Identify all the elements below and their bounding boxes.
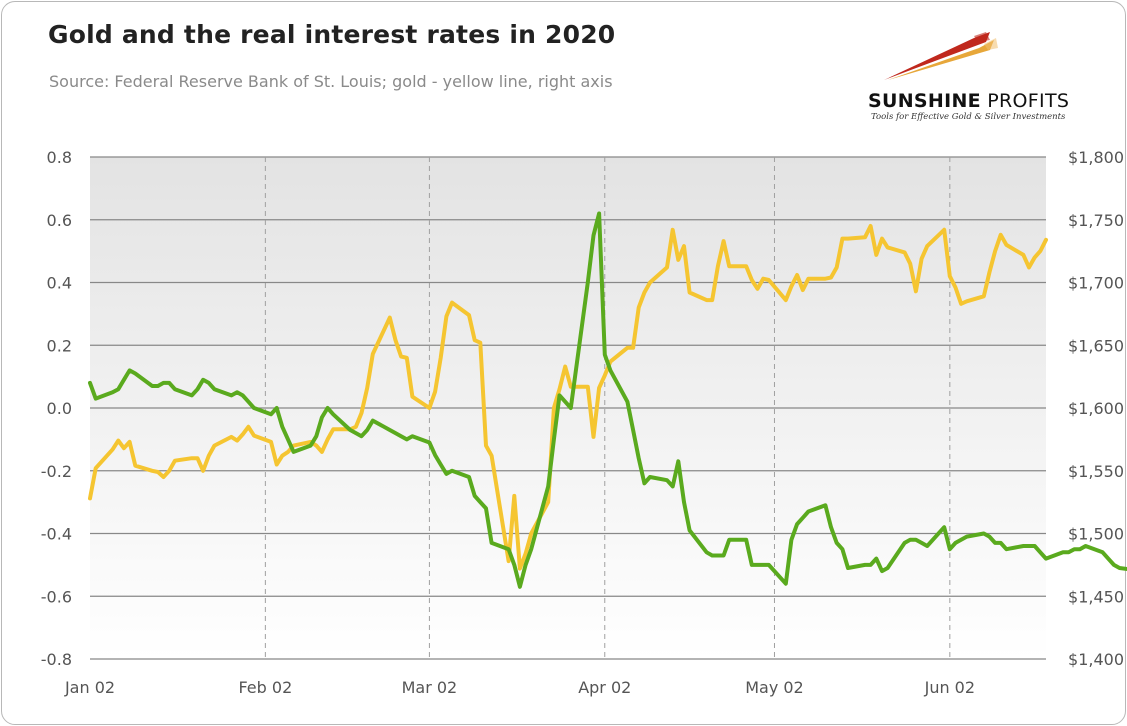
swoosh-icon [884, 32, 998, 80]
x-axis-tick: Feb 02 [238, 678, 292, 697]
right-axis-tick: $1,800 [1068, 148, 1124, 167]
x-axis-tick: Apr 02 [578, 678, 631, 697]
chart-subtitle: Source: Federal Reserve Bank of St. Loui… [49, 72, 613, 91]
left-axis-tick: -0.8 [41, 650, 72, 669]
vertical-gridlines [264, 157, 951, 659]
right-axis-tick: $1,650 [1068, 336, 1124, 355]
right-axis-tick: $1,750 [1068, 211, 1124, 230]
logo-brand: SUNSHINE PROFITS [868, 90, 1070, 112]
left-axis-tick: 0.8 [47, 148, 72, 167]
x-axis-tick: May 02 [745, 678, 804, 697]
left-axis-tick: 0.6 [47, 211, 72, 230]
right-axis-tick: $1,550 [1068, 462, 1124, 481]
x-axis-tick: Mar 02 [402, 678, 458, 697]
sunshine-profits-logo: SUNSHINE PROFITS Tools for Effective Gol… [864, 28, 1094, 128]
left-axis-tick: -0.6 [41, 587, 72, 606]
x-axis-tick: Jun 02 [924, 678, 975, 697]
right-axis-tick: $1,600 [1068, 399, 1124, 418]
right-axis-tick: $1,700 [1068, 274, 1124, 293]
gold-price-line [88, 224, 1048, 571]
x-axis-labels: Jan 02 Feb 02 Mar 02 Apr 02 May 02 Jun 02 [64, 678, 975, 697]
right-axis-tick: $1,450 [1068, 587, 1124, 606]
logo-tagline: Tools for Effective Gold & Silver Invest… [871, 112, 1066, 122]
horizontal-gridlines [90, 156, 1046, 660]
chart-title: Gold and the real interest rates in 2020 [48, 20, 616, 49]
left-axis-labels: 0.8 0.6 0.4 0.2 0.0 -0.2 -0.4 -0.6 -0.8 [41, 148, 72, 669]
series-lines [88, 211, 1127, 589]
left-axis-tick: 0.0 [47, 399, 72, 418]
left-axis-tick: -0.4 [41, 525, 72, 544]
right-axis-tick: $1,500 [1068, 525, 1124, 544]
left-axis-tick: -0.2 [41, 462, 72, 481]
real-rate-line [88, 211, 1127, 589]
right-axis-labels: $1,800 $1,750 $1,700 $1,650 $1,600 $1,550 $1,5… [1068, 148, 1124, 669]
x-axis-tick: Jan 02 [64, 678, 115, 697]
left-axis-tick: 0.2 [47, 336, 72, 355]
right-axis-tick: $1,400 [1068, 650, 1124, 669]
left-axis-tick: 0.4 [47, 274, 72, 293]
